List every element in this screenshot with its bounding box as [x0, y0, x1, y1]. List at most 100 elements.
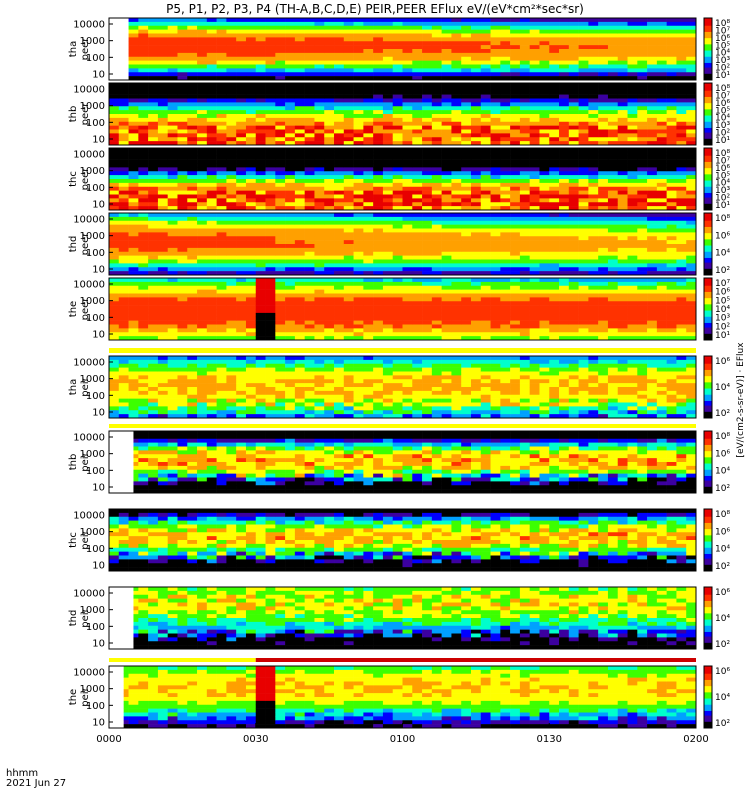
spectrogram-cell: [441, 332, 452, 337]
spectrogram-cell: [109, 141, 120, 146]
spectrogram-cell: [637, 129, 648, 134]
spectrogram-cell: [314, 293, 325, 298]
spectrogram-cell: [676, 198, 687, 203]
spectrogram-cell: [568, 141, 579, 146]
spectrogram-cell: [568, 45, 579, 50]
spectrogram-cell: [480, 289, 491, 294]
spectrogram-cell: [275, 220, 286, 225]
spectrogram-cell: [138, 141, 149, 146]
spectrogram-cell: [294, 60, 305, 65]
spectrogram-cell: [461, 312, 472, 318]
spectrogram-cell: [138, 179, 149, 184]
spectrogram-cell: [559, 236, 570, 241]
spectrogram-cell: [666, 137, 677, 142]
spectrogram-cell: [627, 332, 638, 337]
spectrogram-cell: [118, 102, 129, 107]
spectrogram-cell: [510, 52, 521, 58]
colorbar-tick-label: 10⁵: [715, 171, 730, 181]
spectrogram-cell: [686, 83, 697, 88]
spectrogram-cell: [334, 259, 345, 264]
spectrogram-cell: [285, 18, 296, 23]
spectrogram-cell: [578, 244, 589, 249]
spectrogram-cell: [187, 64, 198, 69]
spectrogram-cell: [353, 312, 364, 318]
spectrogram-cell: [148, 293, 159, 298]
spectrogram-cell: [226, 33, 237, 38]
spectrogram-cell: [255, 228, 266, 233]
spectrogram-cell: [138, 255, 149, 260]
spectrogram-cell: [676, 332, 687, 337]
spectrogram-cell: [197, 324, 208, 329]
spectrogram-cell: [382, 251, 394, 256]
spectrogram-cell: [549, 129, 560, 134]
spectrogram-cell: [363, 263, 374, 268]
spectrogram-cell: [177, 76, 188, 81]
spectrogram-cell: [637, 106, 648, 111]
spectrogram-cell: [637, 309, 648, 314]
spectrogram-cell: [314, 102, 325, 107]
spectrogram-cell: [647, 18, 658, 23]
spectrogram-cell: [490, 285, 501, 290]
spectrogram-cell: [226, 76, 237, 81]
spectrogram-cell: [470, 232, 482, 237]
spectrogram-cell: [392, 232, 403, 237]
spectrogram-cell: [568, 228, 579, 233]
spectrogram-cell: [382, 68, 394, 73]
spectrogram-cell: [607, 121, 619, 126]
spectrogram-cell: [314, 320, 325, 325]
spectrogram-cell: [510, 206, 521, 211]
spectrogram-cell: [539, 206, 550, 211]
colorbar-segment: [704, 101, 712, 104]
spectrogram-cell: [216, 297, 227, 302]
spectrogram-cell: [304, 117, 315, 123]
spectrogram-cell: [647, 37, 658, 42]
spectrogram-cell: [402, 25, 413, 30]
spectrogram-cell: [363, 332, 374, 337]
spectrogram-cell: [128, 114, 139, 119]
spectrogram-cell: [461, 18, 472, 23]
spectrogram-cell: [490, 247, 501, 253]
spectrogram-cell: [451, 271, 462, 276]
spectrogram-cell: [206, 163, 217, 168]
spectrogram-cell: [216, 301, 227, 306]
spectrogram-cell: [382, 281, 394, 287]
spectrogram-cell: [451, 94, 462, 99]
spectrogram-cell: [128, 163, 139, 168]
colorbar-segment: [704, 18, 712, 20]
spectrogram-cell: [118, 263, 129, 268]
spectrogram-cell: [598, 320, 609, 325]
spectrogram-cell: [285, 167, 296, 172]
spectrogram-cell: [637, 98, 648, 103]
spectrogram-cell: [245, 293, 257, 298]
spectrogram-cell: [265, 332, 276, 337]
spectrogram-cell: [294, 202, 305, 207]
spectrogram-cell: [451, 247, 462, 253]
spectrogram-cell: [265, 297, 276, 302]
spectrogram-cell: [422, 98, 433, 103]
spectrogram-cell: [285, 236, 296, 241]
spectrogram-cell: [549, 213, 560, 218]
spectrogram-cell: [500, 21, 511, 27]
spectrogram-cell: [373, 171, 384, 176]
spectrogram-cell: [519, 320, 530, 325]
spectrogram-cell: [412, 316, 423, 321]
spectrogram-cell: [343, 309, 354, 314]
spectrogram-cell: [109, 202, 120, 207]
spectrogram-cell: [285, 83, 296, 88]
spectrogram-cell: [236, 206, 247, 211]
spectrogram-cell: [148, 228, 159, 233]
spectrogram-cell: [128, 60, 139, 65]
spectrogram-cell: [490, 336, 501, 341]
spectrogram-cell: [294, 25, 305, 30]
spectrogram-cell: [686, 29, 697, 34]
spectrogram-cell: [314, 297, 325, 302]
spectrogram-cell: [265, 106, 276, 111]
spectrogram-cell: [519, 110, 530, 115]
spectrogram-cell: [245, 202, 257, 207]
spectrogram-cell: [245, 247, 257, 253]
spectrogram-cell: [422, 316, 433, 321]
spectrogram-cell: [686, 285, 697, 290]
spectrogram-cell: [353, 117, 364, 123]
spectrogram-cell: [177, 232, 188, 237]
spectrogram-cell: [167, 148, 178, 153]
